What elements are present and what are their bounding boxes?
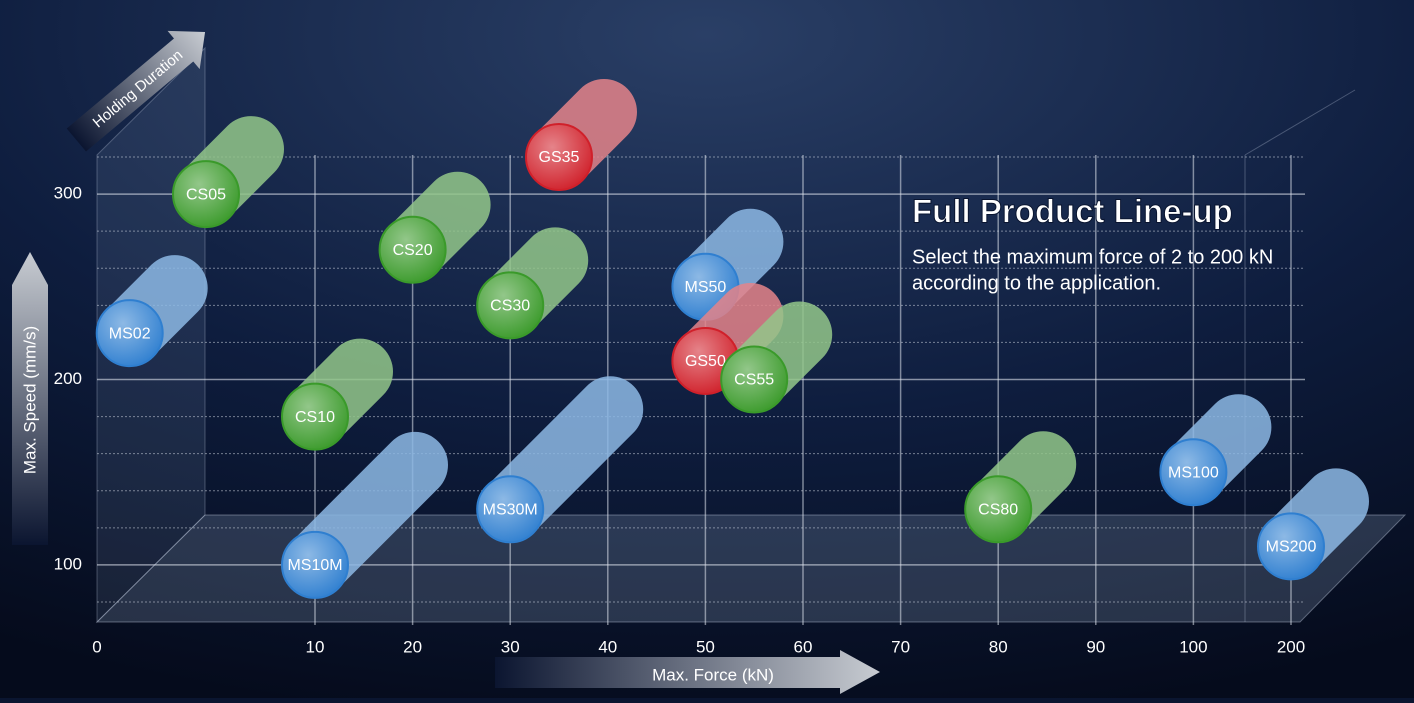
x-tick-label: 100 <box>1179 637 1207 656</box>
point-label: CS80 <box>978 502 1018 519</box>
point-label: MS200 <box>1266 539 1317 556</box>
point-label: MS02 <box>109 325 151 342</box>
subtitle-line: Select the maximum force of 2 to 200 kN <box>912 246 1273 268</box>
point <box>95 299 164 368</box>
point-label: GS35 <box>539 149 580 166</box>
x-arrow <box>495 650 880 694</box>
x-tick-label: 20 <box>403 637 422 656</box>
point-label: CS55 <box>734 372 774 389</box>
x-tick-label: 60 <box>794 637 813 656</box>
point-label: MS30M <box>483 502 538 519</box>
x-tick-label: 10 <box>306 637 325 656</box>
x-axis-label: Max. Force (kN) <box>652 665 774 684</box>
title: Full Product Line-up <box>912 193 1233 230</box>
x-tick-label: 50 <box>696 637 715 656</box>
x-tick-label: 0 <box>92 637 101 656</box>
y-tick-label: 200 <box>54 369 82 388</box>
point <box>378 215 447 284</box>
x-tick-label: 40 <box>598 637 617 656</box>
point <box>525 123 593 191</box>
y-axis-label: Max. Speed (mm/s) <box>20 326 39 474</box>
point-label: MS100 <box>1168 464 1219 481</box>
point-label: CS05 <box>186 186 226 203</box>
point <box>476 271 545 340</box>
point-label: GS50 <box>685 353 726 370</box>
x-tick-label: 30 <box>501 637 520 656</box>
point-label: CS10 <box>295 409 335 426</box>
x-tick-label: 80 <box>989 637 1008 656</box>
x-tick-label: 90 <box>1086 637 1105 656</box>
point <box>1159 438 1228 507</box>
point <box>476 475 545 544</box>
point <box>281 530 349 599</box>
point-label: MS10M <box>287 557 342 574</box>
y-tick-label: 300 <box>54 184 82 203</box>
point <box>964 475 1033 544</box>
point-label: CS30 <box>490 298 530 315</box>
y-tick-label: 100 <box>54 554 82 573</box>
point <box>281 382 349 451</box>
point <box>1257 512 1325 581</box>
subtitle-line: according to the application. <box>912 272 1161 294</box>
floor <box>95 514 1407 623</box>
x-tick-label: 200 <box>1277 637 1305 656</box>
point <box>720 345 789 414</box>
point-label: MS50 <box>685 279 727 296</box>
frame-edge <box>1244 89 1356 156</box>
x-tick-label: 70 <box>891 637 910 656</box>
point <box>172 160 240 229</box>
z-arrow <box>66 30 206 152</box>
point-label: CS20 <box>393 242 433 259</box>
y-arrow <box>12 252 48 545</box>
